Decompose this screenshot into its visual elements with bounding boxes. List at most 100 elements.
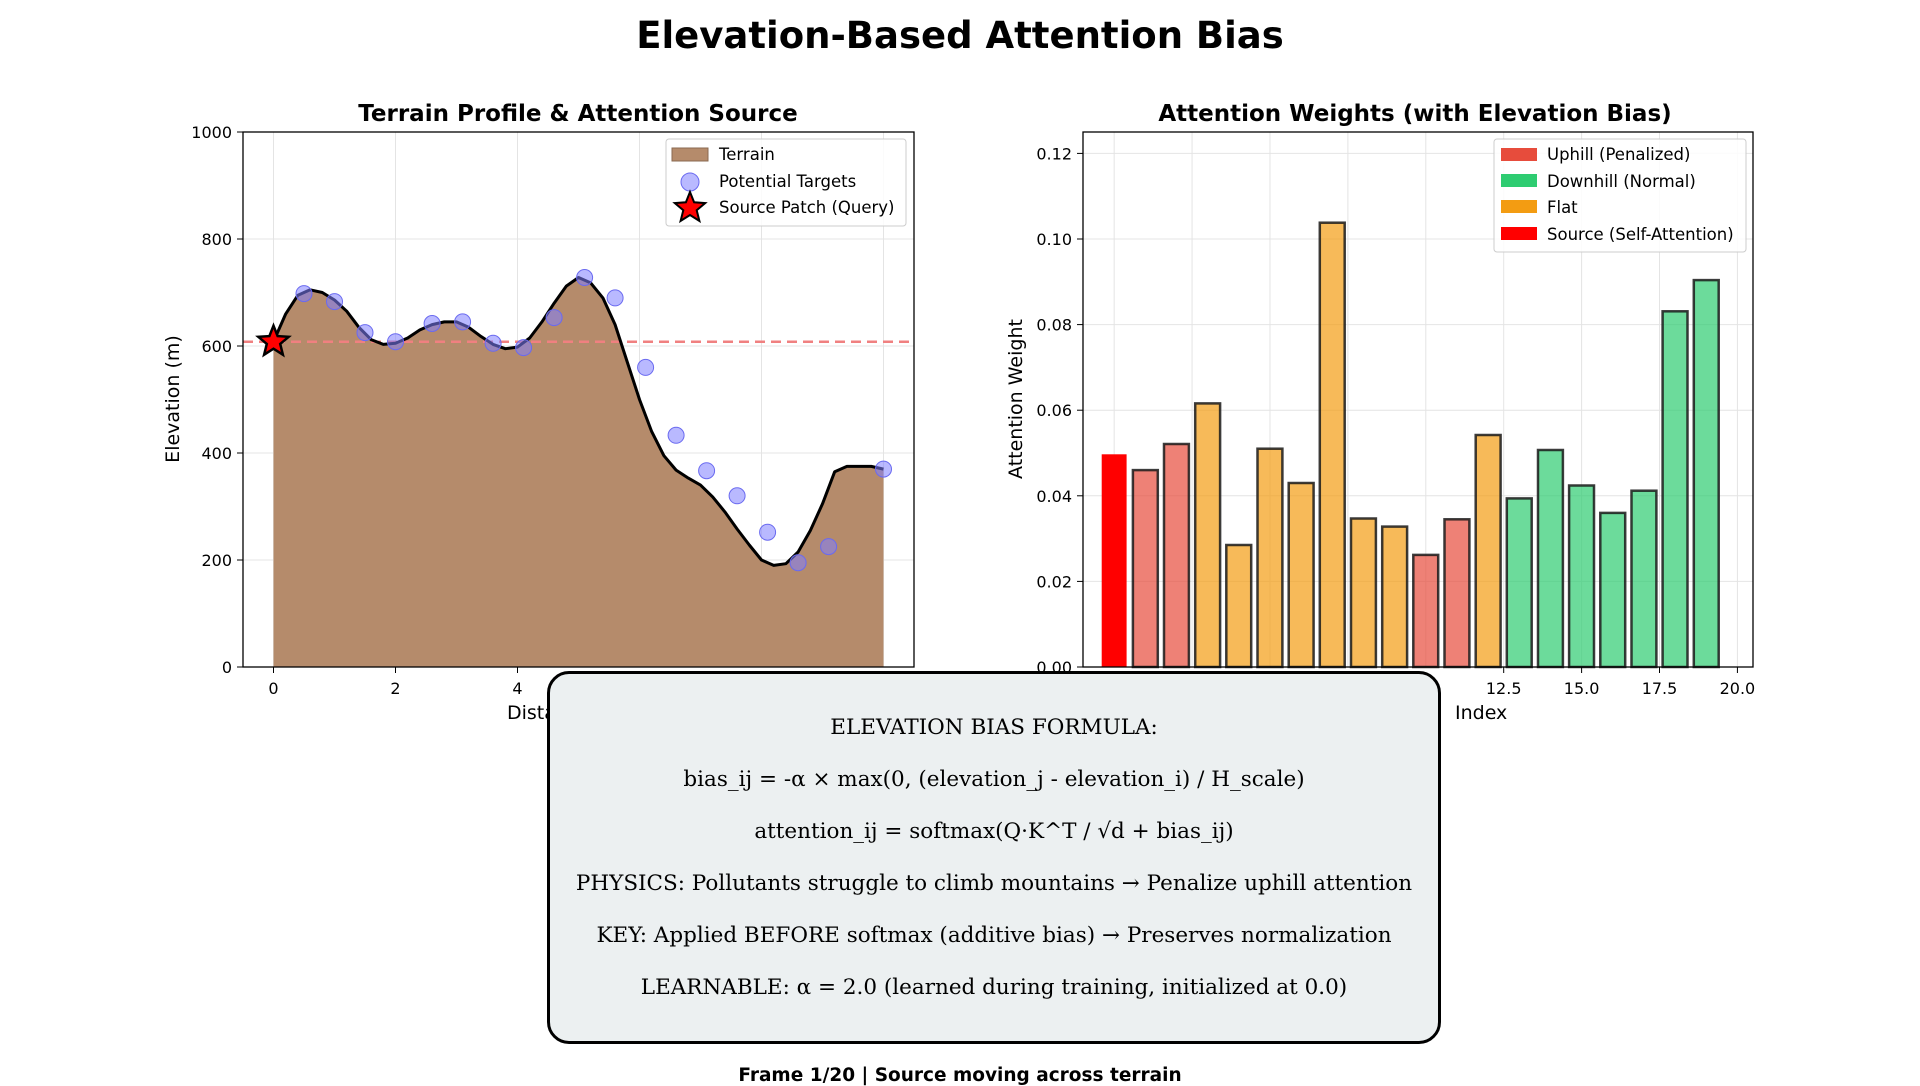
source-star-icon — [255, 322, 292, 358]
star-icon — [672, 189, 708, 224]
terrain-ytick-label: 800 — [201, 230, 232, 249]
terrain-legend-swatch — [671, 147, 709, 162]
target-point — [326, 293, 343, 311]
bias-formula: bias_ij = -α × max(0, (elevation_j - ele… — [683, 766, 1305, 792]
target-point — [295, 285, 313, 303]
attention-bar-downhill — [1505, 497, 1533, 669]
attention-bar-downhill — [1599, 511, 1627, 669]
terrain-ytick-label: 400 — [201, 444, 232, 463]
attention-ytick-label: 0.06 — [1036, 401, 1072, 420]
target-point — [387, 333, 404, 351]
flat-legend-label: Flat — [1547, 198, 1578, 217]
target-point — [545, 309, 563, 327]
attention-bar-uphill — [1443, 518, 1471, 669]
target-point — [576, 269, 594, 286]
target-point — [515, 339, 533, 357]
uphill-legend-swatch — [1501, 148, 1537, 161]
attention-bar-flat — [1225, 543, 1253, 669]
terrain-chart: Terrain Profile & Attention Source 0 2 4 0 2… — [162, 101, 915, 724]
terrain-legend-label: Terrain — [718, 145, 775, 164]
target-point — [759, 523, 777, 541]
terrain-ytick-label: 1000 — [191, 123, 232, 142]
attention-bar-downhill — [1661, 310, 1689, 669]
formula-heading: ELEVATION BIAS FORMULA: — [830, 714, 1158, 740]
formula-box: ELEVATION BIAS FORMULA: bias_ij = -α × m… — [547, 671, 1441, 1044]
attention-ytick-label: 0.10 — [1036, 230, 1072, 249]
terrain-ytick-label: 200 — [201, 551, 232, 570]
physics-note: PHYSICS: Pollutants struggle to climb mo… — [575, 870, 1413, 896]
attention-xtick-label: 17.5 — [1642, 679, 1678, 698]
attention-chart-title: Attention Weights (with Elevation Bias) — [1158, 101, 1671, 127]
attention-ytick-label: 0.12 — [1036, 144, 1072, 163]
downhill-legend-swatch — [1501, 174, 1537, 187]
target-point — [698, 462, 716, 480]
target-point — [667, 426, 685, 444]
terrain-xtick-label: 2 — [390, 679, 400, 698]
attention-formula: attention_ij = softmax(Q·K^T / √d + bias… — [754, 818, 1234, 844]
source-legend-swatch — [1501, 227, 1537, 240]
attention-xlabel: Index — [1455, 702, 1507, 724]
attention-bar-flat — [1380, 525, 1409, 669]
target-point — [356, 324, 374, 342]
target-point — [484, 334, 502, 352]
target-point — [820, 538, 838, 556]
attention-bar-downhill — [1567, 484, 1596, 669]
attention-ytick-label: 0.04 — [1036, 487, 1072, 506]
terrain-ytick-label: 0 — [222, 658, 232, 677]
terrain-legend-frame — [665, 138, 907, 227]
attention-xtick-label: 20.0 — [1720, 679, 1756, 698]
attention-ticks: 12.5 15.0 17.5 20.00.000.020.040.060.080.10… — [1036, 144, 1755, 698]
terrain-legend: Terrain Potential Targets Source Patch (… — [665, 138, 907, 227]
downhill-legend-label: Downhill (Normal) — [1547, 172, 1696, 191]
attention-bar-flat — [1349, 517, 1378, 669]
attention-bar-flat — [1193, 402, 1222, 669]
attention-bar-downhill — [1630, 489, 1658, 669]
frame-caption: Frame 1/20 | Source moving across terrai… — [738, 1065, 1182, 1086]
attention-xtick-label: 15.0 — [1564, 679, 1600, 698]
terrain-area — [273, 277, 884, 667]
source-legend-label: Source Patch (Query) — [719, 198, 895, 217]
terrain-axes-frame — [242, 131, 915, 668]
attention-bar-downhill — [1692, 278, 1720, 669]
target-point — [423, 315, 441, 332]
attention-bars — [1101, 221, 1720, 669]
targets-legend-label: Potential Targets — [719, 172, 856, 191]
terrain-ytick-label: 600 — [201, 337, 232, 356]
target-point — [875, 460, 892, 478]
attention-bar-source — [1101, 454, 1127, 667]
target-point — [454, 313, 472, 331]
attention-bar-uphill — [1131, 468, 1160, 669]
attention-xtick-label: 12.5 — [1486, 679, 1522, 698]
terrain-xtick-label: 4 — [512, 679, 522, 698]
attention-bar-downhill — [1536, 448, 1565, 669]
self-attention-legend-label: Source (Self-Attention) — [1547, 225, 1734, 244]
attention-legend-frame — [1493, 138, 1747, 253]
attention-bar-flat — [1287, 481, 1315, 669]
uphill-legend-label: Uphill (Penalized) — [1547, 145, 1690, 164]
attention-bar-flat — [1474, 433, 1502, 669]
attention-axes-frame — [1082, 131, 1754, 668]
target-point — [728, 487, 746, 505]
terrain-ylabel: Elevation (m) — [162, 335, 184, 463]
figure-title: Elevation-Based Attention Bias — [636, 14, 1284, 57]
attention-chart: Attention Weights (with Elevation Bias) … — [1005, 101, 1755, 724]
terrain-chart-title: Terrain Profile & Attention Source — [358, 101, 797, 127]
attention-ylabel: Attention Weight — [1005, 319, 1027, 479]
flat-legend-swatch — [1501, 200, 1537, 213]
learnable-note: LEARNABLE: α = 2.0 (learned during train… — [640, 974, 1348, 1000]
attention-bar-flat — [1256, 447, 1284, 669]
terrain-ticks: 0 2 4 0 200 400 600 800 1000 — [191, 123, 522, 698]
target-point — [637, 358, 655, 376]
attention-bar-uphill — [1412, 553, 1440, 669]
attention-legend: Uphill (Penalized) Downhill (Normal) Fla… — [1493, 138, 1747, 253]
attention-ytick-label: 0.02 — [1036, 572, 1072, 591]
target-point — [606, 289, 624, 307]
terrain-plot-area — [243, 269, 914, 667]
targets-legend-swatch — [680, 172, 700, 192]
terrain-xtick-label: 0 — [268, 679, 278, 698]
attention-bar-flat — [1318, 221, 1346, 669]
target-point — [789, 554, 807, 572]
key-note: KEY: Applied BEFORE softmax (additive bi… — [596, 922, 1392, 948]
attention-ytick-label: 0.08 — [1036, 316, 1072, 335]
